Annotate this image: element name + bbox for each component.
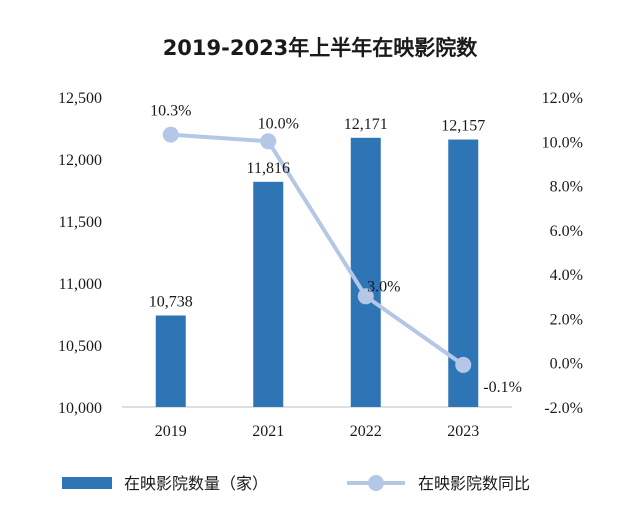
- y-left-tick-label: 11,000: [59, 276, 102, 293]
- bar-data-label: 12,171: [344, 116, 388, 133]
- y-right-tick-label: 8.0%: [550, 179, 583, 196]
- legend-bar-label: 在映影院数量（家）: [124, 474, 268, 493]
- line-point: [455, 356, 472, 373]
- line-data-label: 3.0%: [367, 278, 400, 295]
- line-data-label: 10.0%: [258, 115, 299, 132]
- axes: 10,000 10,500 11,000 11,500 12,000 12,500 -2.0…: [58, 90, 583, 440]
- y-left-tick-label: 12,000: [58, 152, 102, 169]
- bar-series: [155, 137, 479, 408]
- y-right-tick-label: 2.0%: [550, 311, 583, 328]
- chart-title: 2019-2023年上半年在映影院数: [163, 36, 479, 60]
- data-labels: 10,738 11,816 12,171 12,157 10.3% 10.0% 3.0% -0…: [149, 103, 522, 396]
- legend-line-marker: [368, 475, 384, 491]
- y-left-tick-label: 10,500: [58, 338, 102, 355]
- bar-data-label: 12,157: [441, 118, 485, 135]
- line-series: [162, 126, 472, 373]
- y-left-tick-label: 10,000: [58, 400, 102, 417]
- bar: [350, 137, 381, 407]
- x-tick-label: 2022: [350, 423, 382, 440]
- legend-line-label: 在映影院数同比: [418, 474, 530, 493]
- y-left-tick-label: 12,500: [58, 90, 102, 107]
- bar: [253, 181, 284, 407]
- y-right-tick-label: 6.0%: [550, 223, 583, 240]
- y-right-tick-label: -2.0%: [544, 400, 583, 417]
- y-right-tick-label: 0.0%: [550, 356, 583, 373]
- legend-bar-swatch: [62, 477, 112, 489]
- legend: 在映影院数量（家） 在映影院数同比: [62, 474, 530, 493]
- y-left-tick-label: 11,500: [59, 214, 102, 231]
- bar-data-label: 10,738: [149, 293, 193, 310]
- x-tick-label: 2023: [447, 423, 479, 440]
- y-right-tick-label: 10.0%: [542, 134, 583, 151]
- bar: [155, 315, 186, 407]
- x-tick-label: 2019: [155, 423, 187, 440]
- y-right-tick-label: 12.0%: [542, 90, 583, 107]
- line-data-label: -0.1%: [483, 379, 522, 396]
- line-point: [162, 126, 179, 143]
- line-point: [260, 133, 277, 150]
- x-tick-label: 2021: [252, 423, 284, 440]
- line-path: [170, 132, 465, 367]
- bar-data-label: 11,816: [247, 160, 290, 177]
- line-data-label: 10.3%: [150, 103, 191, 120]
- line-point: [357, 288, 374, 305]
- y-right-tick-label: 4.0%: [550, 267, 583, 284]
